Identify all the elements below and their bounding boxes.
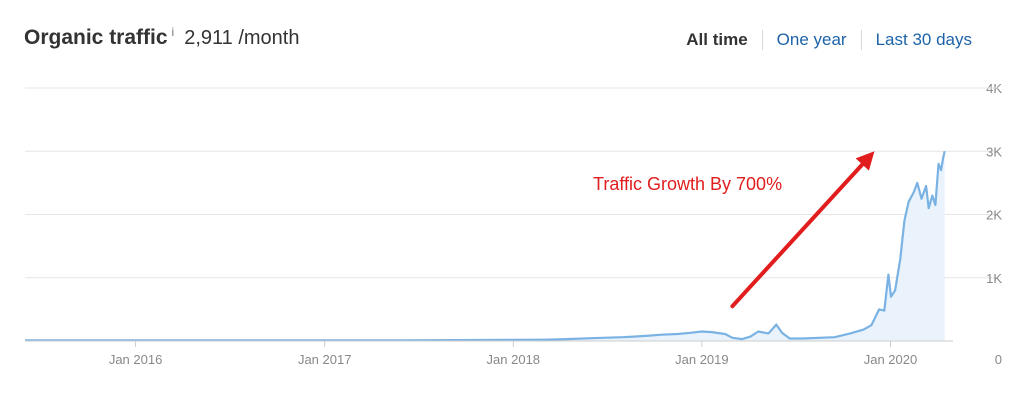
info-icon[interactable]: i (171, 25, 175, 39)
x-tick-label: Jan 2019 (675, 352, 729, 367)
x-tick-label: Jan 2016 (109, 352, 163, 367)
page-title: Organic traffic (24, 26, 168, 49)
x-tick-label: Jan 2017 (298, 352, 352, 367)
series-line (25, 151, 946, 342)
annotation-arrow-shaft (730, 162, 865, 309)
y-tick-label: 2K (986, 208, 1002, 223)
annotation-text: Traffic Growth By 700% (593, 174, 782, 194)
series-area (25, 151, 945, 341)
range-one-year[interactable]: One year (776, 30, 847, 49)
x-tick-label: Jan 2020 (864, 352, 918, 367)
x-tick-label: Jan 2018 (487, 352, 541, 367)
time-range-selector: All time One year Last 30 days (672, 30, 972, 50)
y-tick-label: 3K (986, 144, 1002, 159)
y-tick-label: 0 (995, 352, 1002, 367)
y-tick-label: 1K (986, 271, 1002, 286)
range-all-time[interactable]: All time (686, 30, 748, 49)
annotation-arrow-head (855, 151, 875, 171)
range-divider (761, 30, 763, 50)
range-last-30-days[interactable]: Last 30 days (875, 30, 972, 49)
chart-header: Organic traffic i 2,911 /month (24, 25, 300, 56)
range-divider (860, 30, 862, 50)
traffic-value: 2,911 /month (184, 27, 300, 49)
